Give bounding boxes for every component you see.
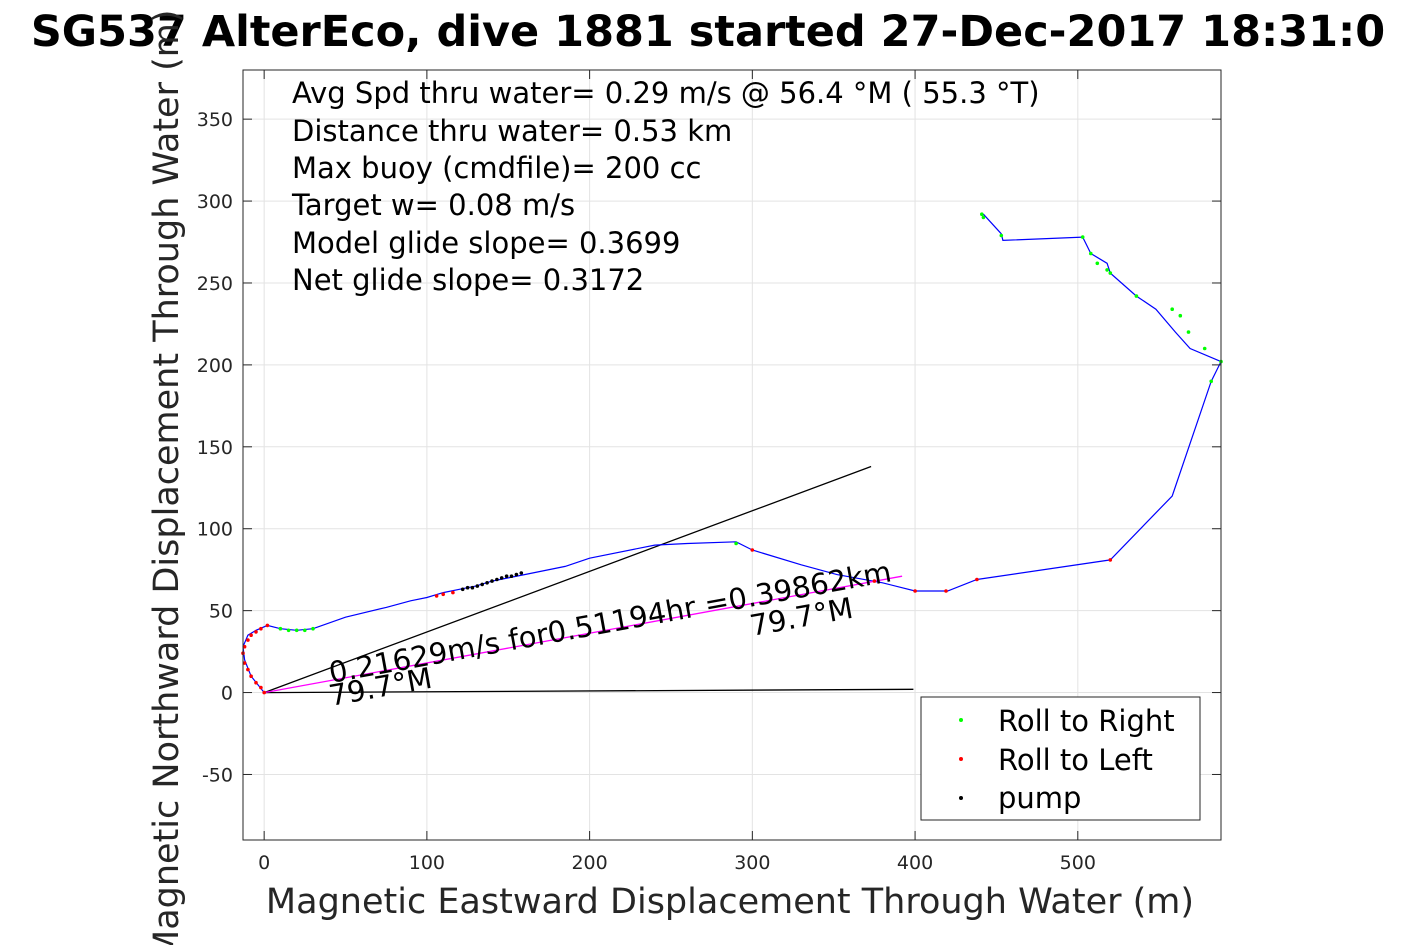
y-tick-label: 100: [197, 519, 233, 541]
marker-roll-to-left: [441, 592, 446, 597]
x-axis-label: Magnetic Eastward Displacement Through W…: [266, 882, 1194, 922]
stat-line: Distance thru water= 0.53 km: [292, 114, 732, 148]
grid: [243, 70, 1221, 840]
marker-pump: [490, 579, 494, 583]
marker-roll-to-left: [872, 579, 877, 583]
marker-roll-to-right: [1186, 330, 1191, 334]
marker-roll-to-right: [1202, 346, 1207, 351]
marker-roll-to-right: [1105, 268, 1109, 272]
stat-line: Avg Spd thru water= 0.29 m/s @ 56.4 °M (…: [292, 76, 1040, 110]
y-tick-label: -50: [202, 764, 233, 786]
marker-roll-to-right: [1080, 235, 1085, 239]
legend-label: Roll to Left: [998, 743, 1153, 777]
reference-line: [263, 465, 872, 694]
marker-roll-to-left: [249, 674, 253, 678]
marker-roll-to-left: [262, 690, 267, 695]
y-tick-label: 50: [209, 601, 233, 623]
stat-line: Net glide slope= 0.3172: [292, 263, 644, 297]
y-tick-label: 150: [197, 437, 233, 459]
marker-roll-to-left: [913, 589, 917, 593]
marker-roll-to-left: [254, 630, 258, 634]
marker-roll-to-right: [1209, 379, 1213, 384]
x-tick-label: 300: [734, 852, 770, 874]
legend-box: [920, 696, 1201, 821]
marker-pump: [475, 584, 480, 588]
marker-roll-to-right: [1134, 294, 1139, 298]
marker-roll-to-right: [980, 212, 984, 216]
marker-pump: [465, 585, 470, 590]
marker-roll-to-left: [242, 644, 247, 649]
legend-label: pump: [998, 781, 1081, 815]
marker-roll-to-left: [434, 594, 439, 598]
y-axis-label: Magnetic Northward Displacement Through …: [147, 9, 187, 945]
x-tick-label: 200: [571, 852, 607, 874]
legend-label: Roll to Right: [998, 704, 1175, 738]
marker-roll-to-right: [734, 541, 738, 546]
marker-roll-to-left: [1108, 558, 1113, 562]
marker-roll-to-right: [294, 628, 299, 633]
y-tick-label: 350: [197, 109, 233, 131]
marker-pump: [470, 585, 475, 590]
chart-title: SG537 AlterEco, dive 1881 started 27-Dec…: [31, 7, 1385, 57]
marker-pump: [509, 574, 514, 578]
y-tick-label: 250: [197, 273, 233, 295]
track-line: [242, 213, 1222, 693]
marker-roll-to-right: [278, 626, 283, 631]
marker-roll-to-left: [259, 685, 263, 690]
reference-line: [264, 688, 914, 694]
marker-roll-to-left: [254, 680, 258, 685]
legend-marker-pump: [959, 796, 963, 800]
x-tick-label: 100: [409, 852, 445, 874]
marker-pump: [495, 577, 499, 582]
marker-roll-to-right: [1108, 271, 1113, 275]
marker-roll-to-left: [265, 623, 270, 628]
marker-pump: [504, 574, 509, 578]
marker-roll-to-right: [999, 233, 1004, 238]
marker-roll-to-right: [303, 628, 307, 633]
marker-roll-to-left: [750, 548, 755, 552]
y-tick-label: 300: [197, 191, 233, 213]
marker-roll-to-left: [246, 638, 250, 642]
marker-roll-to-right: [1178, 313, 1183, 318]
x-tick-label: 500: [1060, 852, 1096, 874]
marker-pump: [485, 581, 489, 585]
stats-block: Avg Spd thru water= 0.29 m/s @ 56.4 °M (…: [291, 76, 1040, 297]
y-tick-label: 200: [197, 355, 233, 377]
marker-roll-to-left: [944, 589, 948, 593]
stat-line: Max buoy (cmdfile)= 200 cc: [292, 151, 701, 185]
marker-roll-to-left: [259, 626, 263, 631]
marker-roll-to-left: [249, 633, 253, 637]
ticks: 0 100 200 300 400 500 -50 0 50 100 150 200 250 300 350: [197, 70, 1221, 874]
markers: [241, 212, 1223, 695]
marker-pump: [460, 587, 465, 592]
marker-roll-to-left: [451, 590, 455, 595]
marker-roll-to-left: [242, 661, 247, 665]
stat-line: Model glide slope= 0.3699: [292, 226, 680, 260]
legend-marker-roll-left: [959, 757, 963, 761]
marker-roll-to-right: [286, 628, 291, 633]
marker-pump: [514, 572, 519, 577]
x-tick-label: 0: [258, 852, 270, 874]
marker-pump: [519, 571, 524, 575]
net-displacement-line: [264, 575, 903, 694]
stat-line: Target w= 0.08 m/s: [291, 188, 575, 222]
marker-roll-to-right: [981, 215, 986, 220]
legend-marker-roll-right: [959, 718, 963, 722]
marker-pump: [480, 582, 485, 587]
marker-roll-to-right: [1170, 307, 1174, 312]
axes-box: [242, 69, 1222, 841]
legend: Roll to Right Roll to Left pump: [920, 696, 1201, 821]
y-tick-label: 0: [221, 683, 233, 705]
marker-roll-to-right: [1095, 261, 1100, 266]
marker-roll-to-left: [246, 667, 250, 672]
marker-roll-to-right: [311, 626, 315, 631]
marker-roll-to-left: [975, 577, 979, 582]
marker-roll-to-right: [1089, 251, 1093, 256]
x-tick-label: 400: [897, 852, 933, 874]
marker-pump: [499, 576, 504, 580]
plot-data: [241, 212, 1223, 695]
